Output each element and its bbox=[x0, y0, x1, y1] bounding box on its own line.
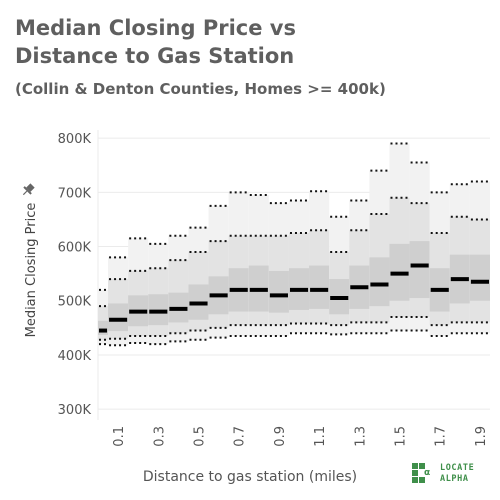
y-tick-label: 700K bbox=[58, 186, 92, 201]
locate-alpha-logo[interactable]: α LOCATE ALPHA bbox=[412, 462, 496, 486]
x-axis-label: Distance to gas station (miles) bbox=[143, 469, 357, 485]
percentile-bands bbox=[98, 143, 490, 346]
y-axis-ticks: 300K 400K 500K 600K 700K 800K bbox=[58, 132, 92, 418]
y-tick-label: 600K bbox=[58, 241, 92, 256]
x-tick-label: 0.5 bbox=[193, 426, 208, 447]
y-tick-label: 500K bbox=[58, 295, 92, 310]
svg-text:α: α bbox=[424, 468, 430, 478]
x-tick-label: 1.7 bbox=[434, 426, 449, 447]
pin-icon[interactable] bbox=[20, 182, 36, 198]
brand-line2: ALPHA bbox=[440, 473, 469, 484]
x-tick-label: 1.9 bbox=[474, 426, 489, 447]
x-tick-label: 0.9 bbox=[273, 426, 288, 447]
x-tick-label: 1.5 bbox=[394, 426, 409, 447]
chart-subtitle: (Collin & Denton Counties, Homes >= 400k… bbox=[15, 80, 386, 98]
band-p25-p75 bbox=[369, 257, 390, 307]
band-p25-p75 bbox=[98, 320, 109, 335]
y-tick-label: 300K bbox=[58, 403, 92, 418]
x-tick-label: 0.7 bbox=[233, 426, 248, 447]
band-p25-p75 bbox=[108, 303, 129, 332]
x-axis-ticks: 0.1 0.3 0.5 0.7 0.9 1.1 1.3 1.5 1.7 1.9 bbox=[112, 426, 489, 447]
band-p25-p75 bbox=[409, 241, 430, 299]
percentile-whiskers bbox=[99, 142, 489, 347]
y-tick-label: 800K bbox=[58, 132, 92, 147]
x-tick-label: 1.1 bbox=[313, 426, 328, 447]
x-tick-label: 1.3 bbox=[353, 426, 368, 447]
locate-alpha-logo-icon: α bbox=[412, 463, 432, 483]
x-tick-label: 0.3 bbox=[152, 426, 167, 447]
band-p25-p75 bbox=[268, 270, 289, 313]
x-tick-label: 0.1 bbox=[112, 426, 127, 447]
band-p25-p75 bbox=[309, 265, 330, 309]
chart-title: Median Closing Price vs Distance to Gas … bbox=[15, 16, 296, 68]
median-markers bbox=[99, 263, 489, 333]
band-p25-p75 bbox=[469, 254, 490, 301]
y-axis-label: Median Closing Price bbox=[24, 203, 39, 338]
y-tick-label: 400K bbox=[58, 349, 92, 364]
brand-line1: LOCATE bbox=[440, 463, 475, 473]
